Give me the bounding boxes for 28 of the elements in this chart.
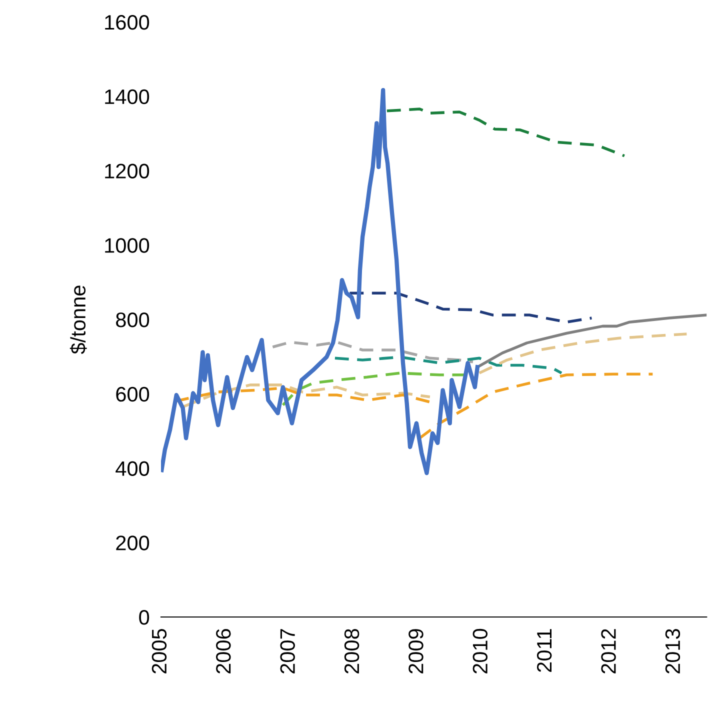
y-tick-label: 1600 bbox=[105, 15, 150, 30]
y-tick-label: 1000 bbox=[105, 238, 150, 253]
x-tick-label: 2006 bbox=[216, 629, 231, 674]
line-series bbox=[418, 372, 654, 440]
y-tick-label: 1200 bbox=[105, 164, 150, 179]
line-series bbox=[334, 356, 563, 374]
x-tick-label: 2005 bbox=[152, 628, 167, 674]
x-tick-label: 2008 bbox=[344, 629, 360, 674]
x-tick-label: 2010 bbox=[472, 628, 488, 674]
line-series bbox=[386, 108, 626, 158]
line-series bbox=[271, 340, 474, 364]
line-series bbox=[478, 332, 688, 374]
line-series bbox=[161, 88, 480, 476]
line-series bbox=[348, 292, 594, 324]
y-tick-label: 1400 bbox=[105, 89, 150, 104]
y-tick-label: 200 bbox=[116, 536, 150, 550]
y-tick-label: 600 bbox=[116, 386, 150, 402]
x-tick-label: 2013 bbox=[665, 629, 680, 674]
x-tick-label: 2011 bbox=[536, 629, 552, 672]
y-tick-label: 800 bbox=[116, 312, 150, 328]
x-tick-label: 2007 bbox=[280, 629, 295, 674]
x-tick-label: 2012 bbox=[601, 629, 616, 674]
line-series bbox=[181, 384, 432, 408]
y-axis-title: $/tonne bbox=[70, 286, 87, 354]
y-tick-label: 400 bbox=[116, 461, 150, 476]
y-tick-label: 0 bbox=[139, 610, 150, 625]
line-series bbox=[476, 314, 707, 368]
x-tick-label: 2009 bbox=[408, 629, 424, 674]
